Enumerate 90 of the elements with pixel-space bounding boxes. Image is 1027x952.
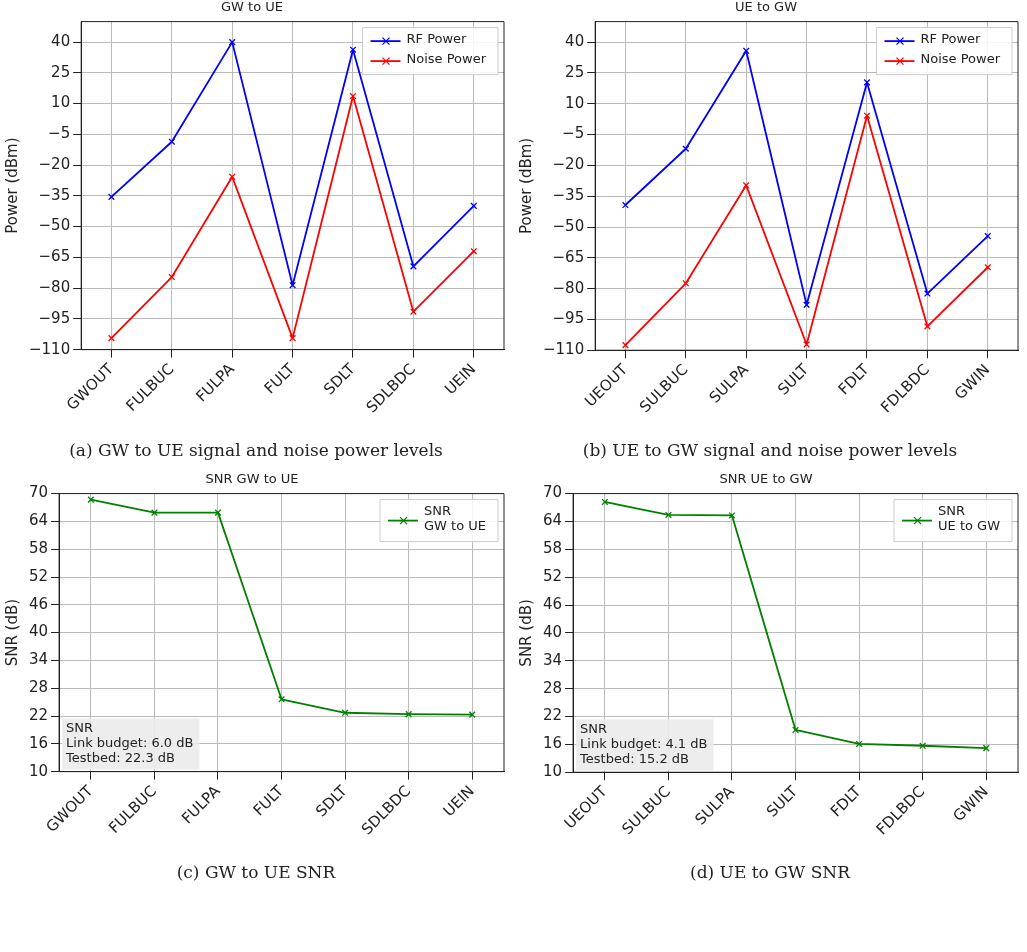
y-tick-label: −35 (552, 186, 585, 205)
y-axis-title: Power (dBm) (516, 137, 535, 235)
point (621, 201, 629, 209)
y-tick-label: −65 (552, 247, 585, 266)
point (984, 232, 992, 240)
y-tick-label: −95 (552, 309, 585, 328)
annotation: SNR Link budget: 4.1 dB Testbed: 15.2 dB (579, 721, 708, 767)
y-axis-title: SNR (dB) (2, 598, 21, 667)
y-tick-label: −50 (552, 216, 585, 235)
y-tick-label: 22 (542, 706, 563, 725)
legend-label: SNR GW to UE (424, 503, 487, 534)
point (214, 509, 222, 517)
y-tick-label: 70 (28, 483, 49, 502)
legend-label: Noise Power (406, 51, 487, 67)
point (289, 334, 297, 342)
point (742, 181, 750, 189)
y-tick-label: −80 (552, 278, 585, 297)
y-tick-label: 28 (28, 678, 49, 697)
y-tick-label: −20 (38, 155, 71, 173)
y-tick-label: 58 (28, 539, 49, 558)
y-axis-title: SNR (dB) (516, 599, 535, 667)
text: (d) UE to GW SNR (689, 862, 852, 882)
point (468, 711, 476, 719)
y-tick-label: −65 (38, 247, 71, 266)
y-tick-label: 16 (28, 733, 49, 752)
point (228, 38, 236, 46)
legend-label: RF Power (406, 31, 468, 47)
point (341, 709, 349, 717)
y-tick-label: 25 (51, 62, 71, 81)
y-tick-label: −5 (562, 124, 585, 143)
point (349, 46, 357, 54)
y-tick-label: 40 (565, 32, 585, 51)
y-tick-label: −110 (29, 339, 71, 358)
point (664, 511, 672, 519)
y-tick-label: 52 (28, 566, 49, 585)
y-tick-label: 10 (28, 761, 49, 780)
text: (c) GW to UE SNR (175, 862, 337, 882)
y-tick-label: 64 (542, 511, 563, 530)
chart-title: UE to GW (735, 0, 798, 15)
y-tick-label: 64 (28, 511, 49, 530)
y-tick-label: 40 (51, 31, 71, 50)
text: (a) GW to UE signal and noise power levels (68, 440, 444, 460)
point (168, 273, 176, 281)
point (289, 281, 297, 289)
point (982, 744, 990, 752)
y-tick-label: −50 (38, 216, 71, 235)
y-tick-label: 10 (51, 93, 71, 112)
legend-label: SNR UE to GW (938, 503, 1001, 534)
y-tick-label: 22 (28, 705, 49, 724)
y-tick-label: 16 (542, 734, 563, 753)
point (728, 511, 736, 519)
y-tick-label: 10 (542, 762, 563, 781)
y-tick-label: 28 (542, 678, 563, 697)
chart-title: SNR GW to UE (205, 471, 299, 487)
point (107, 193, 115, 201)
y-tick-label: 52 (542, 567, 563, 586)
y-tick-label: 58 (542, 539, 563, 558)
y-tick-label: 40 (28, 622, 49, 641)
y-tick-label: 10 (565, 93, 585, 112)
y-tick-label: −80 (38, 278, 71, 296)
y-tick-label: 40 (542, 622, 563, 641)
y-tick-label: −5 (48, 124, 71, 143)
y-tick-label: 70 (542, 483, 563, 502)
y-tick-label: −110 (543, 340, 585, 359)
point (470, 202, 478, 210)
point (107, 334, 115, 342)
point (919, 742, 927, 750)
y-tick-label: −35 (38, 185, 71, 204)
chart-title: GW to UE (221, 0, 283, 15)
y-axis-title: Power (dBm) (2, 137, 21, 234)
point (621, 341, 629, 349)
chart-title: SNR UE to GW (719, 471, 813, 487)
point (863, 112, 871, 120)
y-tick-label: 34 (28, 650, 49, 669)
point (278, 695, 286, 703)
point (863, 78, 871, 86)
point (405, 710, 413, 718)
legend-label: RF Power (920, 31, 982, 47)
y-tick-label: 25 (565, 62, 585, 81)
text: (b) UE to GW signal and noise power levels (581, 440, 959, 460)
legend-label: Noise Power (920, 51, 1001, 67)
y-tick-label: −95 (38, 308, 71, 327)
point (792, 726, 800, 734)
point (87, 496, 95, 504)
y-tick-label: 46 (28, 594, 49, 613)
annotation: SNR Link budget: 6.0 dB Testbed: 22.3 dB (65, 720, 194, 766)
y-tick-label: 34 (542, 650, 563, 669)
y-tick-label: 46 (542, 594, 563, 613)
y-tick-label: −20 (552, 155, 585, 174)
point (803, 301, 811, 309)
